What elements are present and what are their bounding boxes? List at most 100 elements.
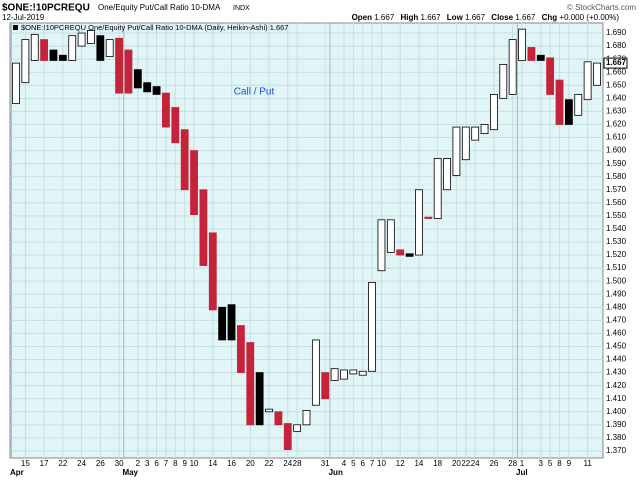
candle-body: [471, 126, 480, 141]
x-tick-label: 31: [321, 459, 330, 468]
candle-body: [124, 49, 133, 94]
x-tick-label: 11: [583, 459, 592, 468]
y-tick-label: 1.390: [606, 420, 627, 429]
candle-body: [593, 62, 601, 86]
x-tick-label: 6: [360, 459, 365, 468]
x-tick-label: 3: [145, 459, 150, 468]
month-label: Jun: [329, 468, 343, 477]
x-tick-label: 4: [342, 459, 347, 468]
x-tick-label: 9: [182, 459, 187, 468]
y-tick-label: 1.630: [606, 107, 627, 116]
candle-body: [452, 126, 461, 176]
value: +0.000 (+0.00%): [559, 13, 619, 22]
x-tick-label: 9: [567, 459, 572, 468]
quote: Open 1.667 High 1.667 Low 1.667 Close 1.…: [352, 13, 620, 22]
last-value-label: 1.667: [606, 58, 627, 67]
y-tick-label: 1.420: [606, 381, 627, 390]
x-tick-label: 20: [246, 459, 255, 468]
candle-body: [133, 69, 142, 89]
candle-body: [180, 129, 189, 191]
month-label: May: [122, 468, 138, 477]
candle-body: [518, 28, 526, 61]
candle-body: [237, 325, 245, 373]
x-tick-label: 17: [40, 459, 49, 468]
x-tick-label: 10: [190, 459, 199, 468]
candle-body: [564, 99, 573, 125]
x-tick-label: 2: [136, 459, 141, 468]
x-tick-label: 12: [396, 459, 405, 468]
x-tick-label: 24: [77, 459, 86, 468]
y-tick-label: 1.510: [606, 263, 627, 272]
x-tick-label: 22: [265, 459, 274, 468]
candle-body: [274, 411, 283, 426]
candle-body: [433, 158, 442, 219]
candle-body: [499, 63, 508, 99]
x-tick-label: 10: [377, 459, 386, 468]
symbol: $ONE:!10PCREQU: [2, 3, 90, 14]
y-tick-label: 1.410: [606, 394, 627, 403]
label: Low: [447, 13, 464, 22]
y-tick-label: 1.610: [606, 133, 627, 142]
candle-body: [415, 189, 423, 256]
x-tick-label: 1: [520, 459, 525, 468]
exchange: INDX: [233, 5, 250, 12]
value: 1.667: [515, 13, 536, 22]
y-tick-label: 1.640: [606, 93, 627, 102]
candle-body: [461, 126, 470, 161]
candle-body: [527, 47, 536, 61]
candle-body: [208, 232, 217, 311]
candle-body: [555, 79, 564, 125]
month-label: Jul: [516, 468, 528, 477]
candle-body: [77, 32, 86, 47]
candle-body: [40, 39, 49, 61]
x-tick-label: 14: [414, 459, 423, 468]
candle-body: [546, 57, 555, 95]
candle-body: [293, 424, 302, 432]
candle-body: [396, 249, 405, 256]
legend-swatch: [13, 25, 18, 30]
candle-body: [143, 82, 152, 93]
candle-body: [115, 37, 123, 94]
candle-body: [321, 372, 330, 400]
y-tick-label: 1.550: [606, 211, 627, 220]
candle-body: [162, 92, 170, 128]
y-tick-label: 1.490: [606, 289, 627, 298]
candle-body: [199, 189, 208, 266]
candle-body: [227, 304, 236, 341]
x-tick-label: 22: [58, 459, 67, 468]
candle-body: [340, 369, 348, 380]
y-tick-label: 1.540: [606, 224, 627, 233]
y-tick-label: 1.600: [606, 146, 627, 155]
candle-body: [12, 62, 20, 104]
last-value-box: [603, 57, 628, 69]
y-tick-label: 1.590: [606, 159, 627, 168]
y-tick-label: 1.530: [606, 237, 627, 246]
candle-body: [30, 33, 39, 61]
y-tick-label: 1.660: [606, 67, 627, 76]
y-tick-label: 1.380: [606, 433, 627, 442]
candle-body: [424, 216, 433, 219]
candle-body: [490, 94, 498, 131]
candle-body: [265, 408, 273, 413]
y-tick-label: 1.450: [606, 342, 627, 351]
y-tick-label: 1.440: [606, 355, 627, 364]
y-tick-label: 1.470: [606, 315, 627, 324]
x-tick-label: 5: [351, 459, 356, 468]
y-tick-label: 1.620: [606, 120, 627, 129]
candle-body: [105, 39, 114, 57]
x-tick-label: 22: [461, 459, 470, 468]
y-tick-label: 1.400: [606, 407, 627, 416]
x-tick-label: 24: [283, 459, 292, 468]
label: High: [401, 13, 419, 22]
label: Open: [352, 13, 373, 22]
candle-body: [96, 35, 105, 61]
y-tick-label: 1.370: [606, 446, 627, 455]
y-tick-label: 1.680: [606, 41, 627, 50]
candle-body: [87, 30, 95, 44]
y-tick-label: 1.690: [606, 28, 627, 37]
date: 12-Jul-2019: [2, 13, 45, 22]
y-tick-label: 1.650: [606, 80, 627, 89]
candle-body: [218, 306, 227, 341]
x-tick-label: 7: [164, 459, 169, 468]
